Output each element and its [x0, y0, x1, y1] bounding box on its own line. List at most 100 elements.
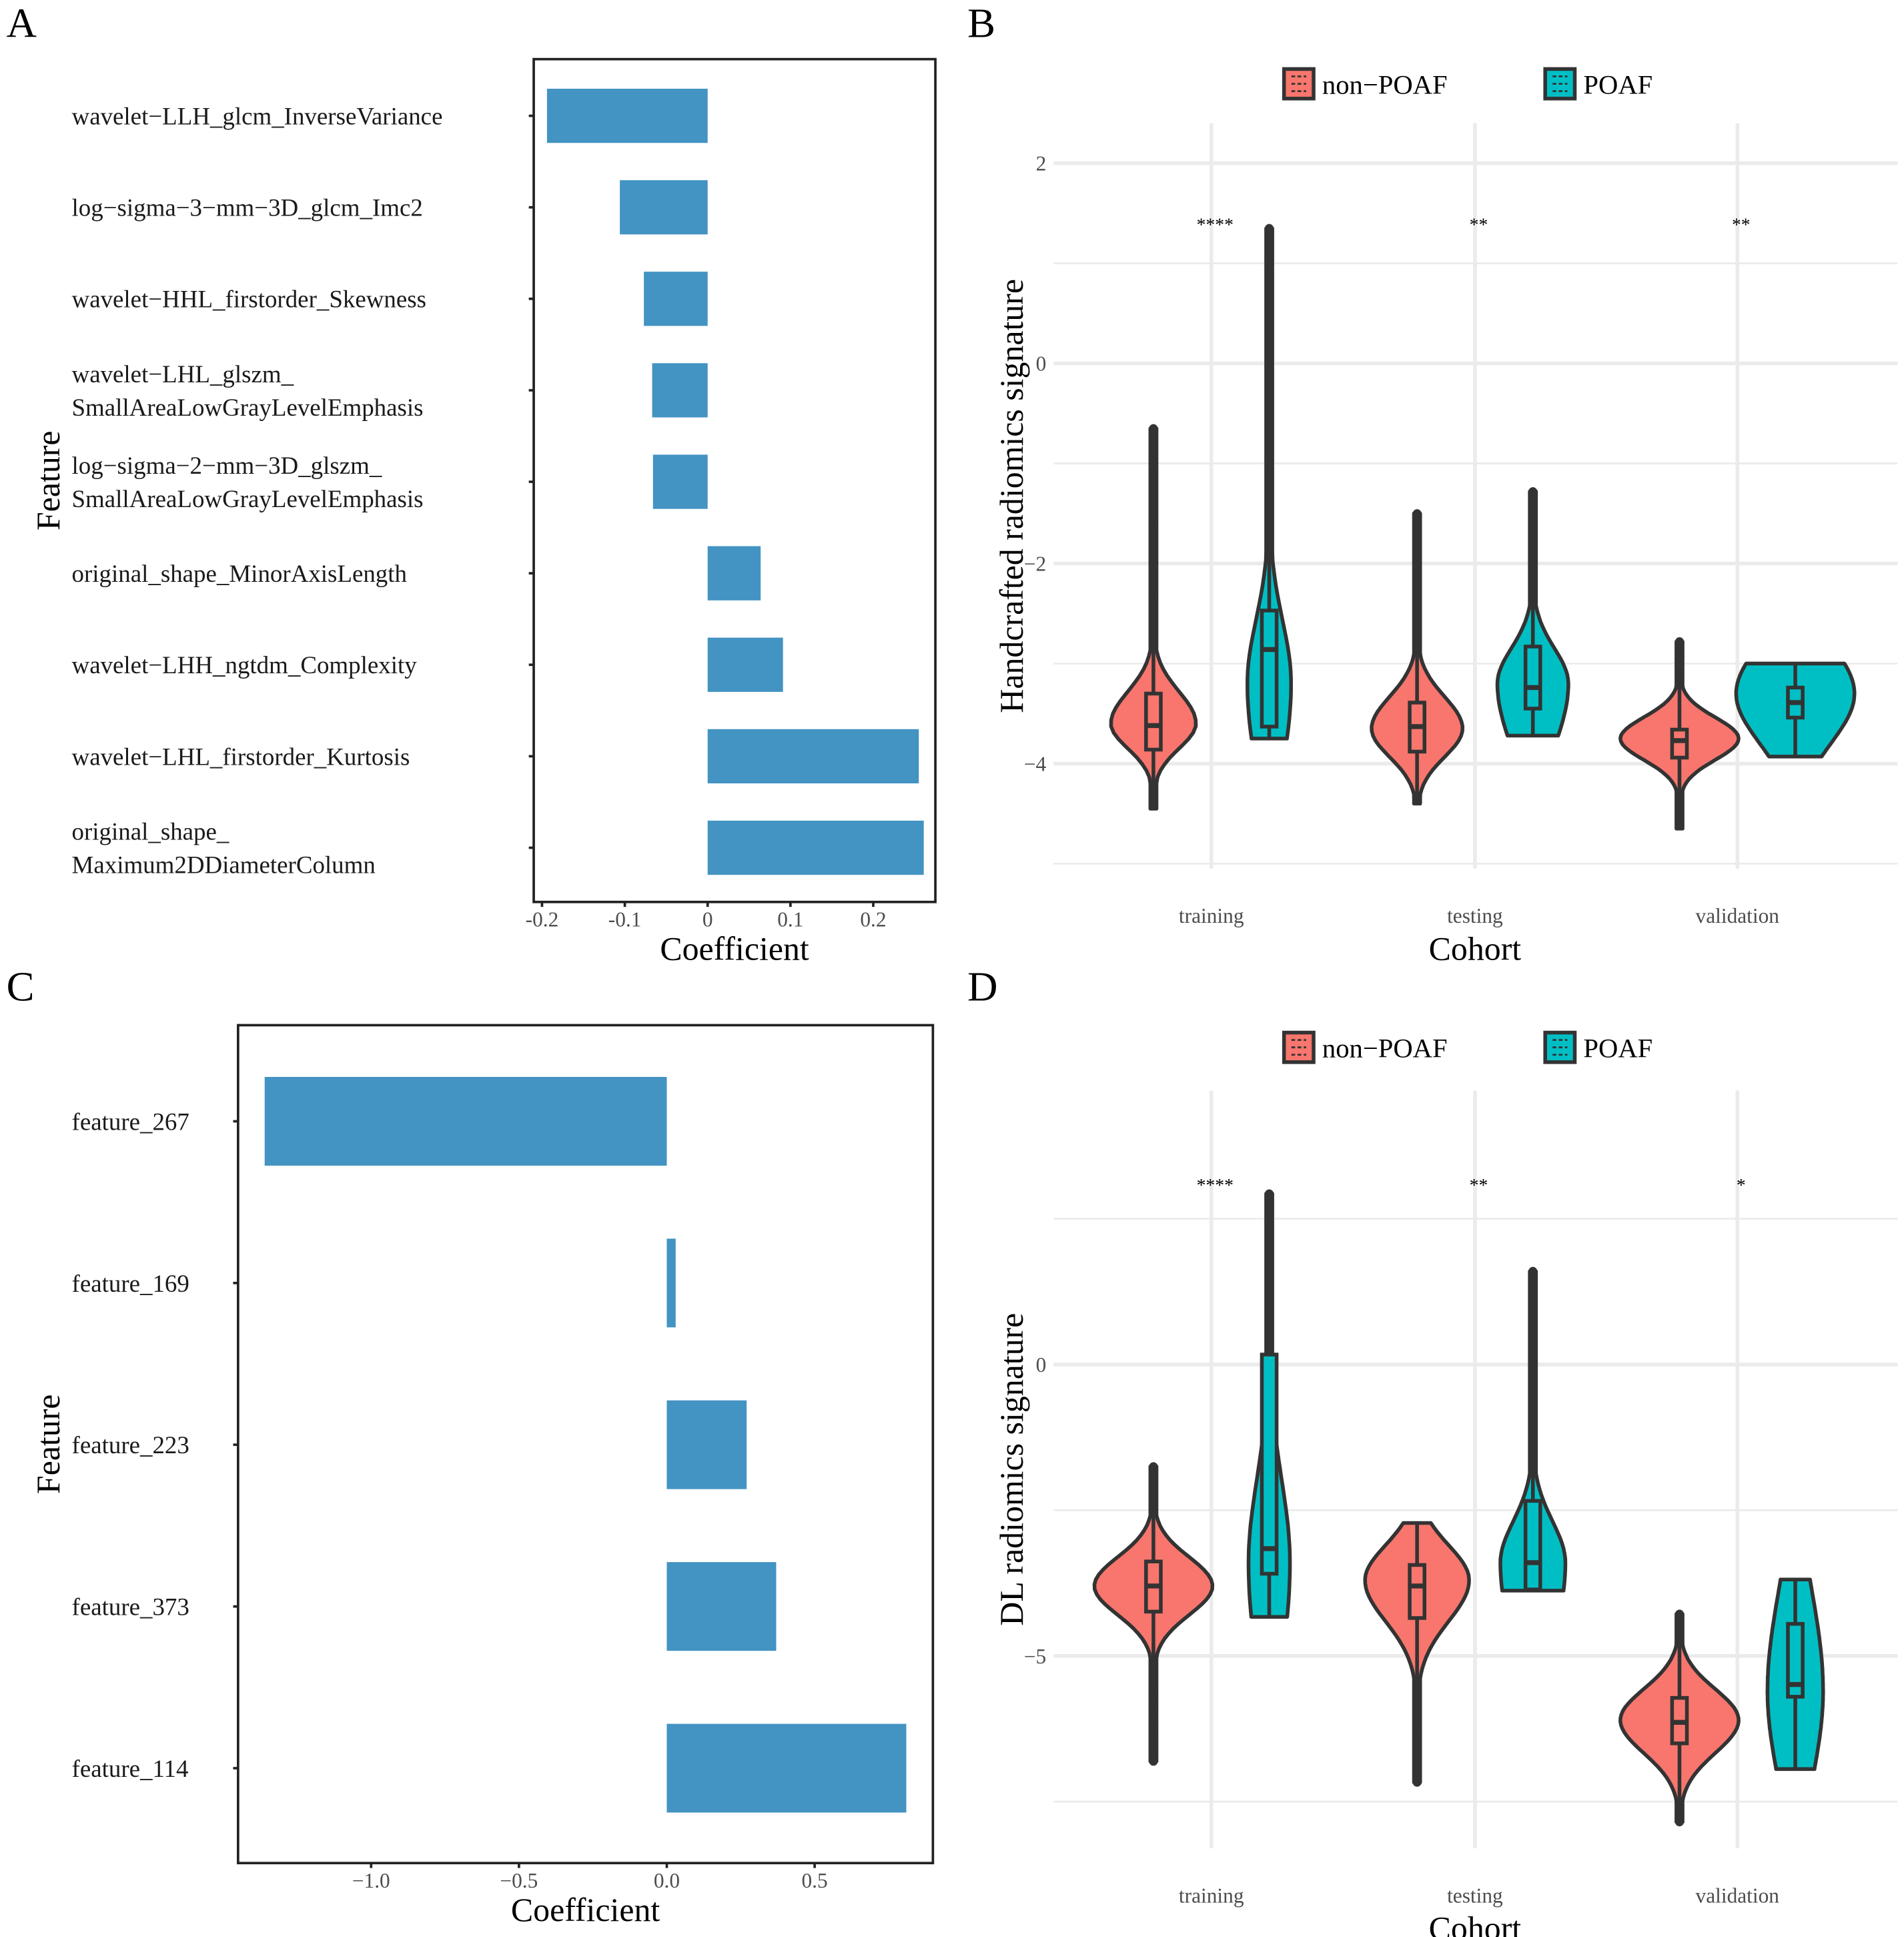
panelD-violin-chart: 0 −5 **** training ** testing * validation Cohor… [993, 1030, 1898, 1937]
box [1523, 645, 1542, 711]
outlier-point [1149, 1686, 1158, 1695]
legend: non−POAF POAF [1282, 1030, 1652, 1064]
panelB-violin-chart: 2 0 −2 −4 **** training ** testing ** validation C… [993, 67, 1898, 967]
feature-label: feature_169 [72, 1270, 189, 1297]
feature-label: wavelet−LHL_glszm_ [72, 360, 294, 388]
outlier-point [1528, 1266, 1538, 1276]
bar [707, 729, 919, 784]
y-tick-label: 0 [1036, 1353, 1047, 1377]
y-tick-label: −5 [1024, 1645, 1046, 1668]
outlier-point [1412, 589, 1422, 598]
significance-label: **** [1197, 214, 1234, 235]
legend-label: POAF [1583, 1033, 1652, 1063]
feature-label: wavelet−LHL_firstorder_Kurtosis [72, 743, 410, 770]
x-tick-label: −0.5 [500, 1869, 538, 1892]
x-tick-label: −1.0 [352, 1869, 390, 1892]
significance-label: * [1737, 1174, 1746, 1195]
x-tick-label: 0 [702, 908, 713, 931]
panel-letter: C [7, 963, 35, 1010]
feature-label: original_shape_MinorAxisLength [72, 560, 407, 587]
y-axis-title: Feature [30, 1395, 67, 1495]
x-axis-title: Coefficient [660, 931, 809, 967]
x-axis-title: Coefficient [511, 1892, 660, 1928]
bar [546, 88, 708, 143]
bar [666, 1723, 907, 1813]
bar [666, 1562, 777, 1651]
significance-label: ** [1470, 214, 1488, 235]
bar [707, 637, 783, 692]
box [1670, 727, 1689, 760]
feature-label: original_shape_ [72, 818, 229, 845]
x-tick-label: training [1179, 1884, 1244, 1907]
feature-label: feature_114 [72, 1755, 189, 1782]
x-axis-title: Cohort [1429, 931, 1522, 967]
legend-label: non−POAF [1322, 1033, 1448, 1063]
outlier-point [1528, 487, 1538, 496]
feature-label: feature_223 [72, 1431, 189, 1459]
y-axis-title: DL radiomics signature [993, 1313, 1030, 1626]
bar [644, 272, 708, 326]
x-tick-label: -0.1 [608, 908, 642, 931]
x-tick-label: validation [1696, 904, 1780, 927]
feature-label: Maximum2DDiameterColumn [72, 851, 376, 878]
box [1786, 1621, 1805, 1699]
outlier-point [1149, 424, 1158, 433]
significance-label: **** [1197, 1174, 1234, 1195]
box [1260, 1352, 1279, 1576]
outlier-point [1149, 1715, 1158, 1725]
x-tick-label: training [1179, 904, 1244, 927]
bar [707, 820, 924, 875]
y-axis-title: Feature [30, 430, 67, 530]
outlier-point [1149, 1462, 1158, 1471]
y-tick-label: 2 [1036, 152, 1047, 175]
bar [666, 1400, 747, 1489]
outlier-point [1265, 1189, 1274, 1198]
panel-letter: A [7, 0, 37, 46]
outlier-point [1149, 519, 1158, 528]
outlier-point [1675, 809, 1684, 818]
outlier-point [1149, 1703, 1158, 1713]
legend-label: POAF [1583, 69, 1652, 99]
x-tick-label: validation [1696, 1884, 1780, 1907]
outlier-point [1412, 509, 1422, 518]
x-tick-label: 0.5 [801, 1869, 827, 1892]
outlier-point [1149, 1727, 1158, 1736]
outlier-point [1149, 466, 1158, 475]
panel-letter: B [967, 0, 995, 46]
outlier-point [1675, 664, 1684, 673]
outlier-point [1149, 1757, 1158, 1766]
feature-label: log−sigma−3−mm−3D_glcm_Imc2 [72, 194, 423, 222]
box [1408, 1563, 1426, 1620]
x-tick-label: 0.2 [860, 908, 886, 931]
bar [707, 546, 761, 601]
feature-label: feature_373 [72, 1593, 189, 1621]
feature-label: wavelet−LHH_ngtdm_Complexity [72, 651, 418, 679]
feature-label: SmallAreaLowGrayLevelEmphasis [72, 485, 424, 512]
x-tick-label: testing [1447, 1884, 1503, 1907]
feature-label: SmallAreaLowGrayLevelEmphasis [72, 394, 424, 421]
y-tick-label: 0 [1036, 352, 1047, 376]
panel-letter: D [967, 963, 997, 1010]
x-tick-label: -0.2 [526, 908, 559, 931]
outlier-point [1412, 1745, 1422, 1754]
outlier-point [1675, 1609, 1684, 1619]
bar [620, 180, 708, 235]
outlier-point [1412, 559, 1422, 568]
significance-label: ** [1732, 214, 1751, 235]
feature-label: log−sigma−2−mm−3D_glszm_ [72, 452, 382, 479]
outlier-point [1265, 224, 1274, 233]
panelC-bar-chart: feature_267 feature_169 feature_223feature… [30, 1024, 935, 1928]
y-tick-label: −2 [1024, 552, 1046, 576]
feature-label: feature_267 [72, 1108, 189, 1135]
box [1144, 691, 1163, 752]
legend-label: non−POAF [1322, 69, 1448, 99]
feature-label: wavelet−LLH_glcm_InverseVariance [72, 103, 443, 130]
legend: non−POAF POAF [1282, 67, 1652, 101]
significance-label: ** [1470, 1174, 1488, 1195]
x-tick-label: 0.0 [654, 1869, 680, 1892]
box [1523, 1499, 1542, 1591]
outlier-point [1675, 819, 1684, 828]
outlier-point [1149, 559, 1158, 568]
panelA-bar-chart: wavelet−LLH_glcm_InverseVariance log−sigm… [30, 57, 937, 967]
